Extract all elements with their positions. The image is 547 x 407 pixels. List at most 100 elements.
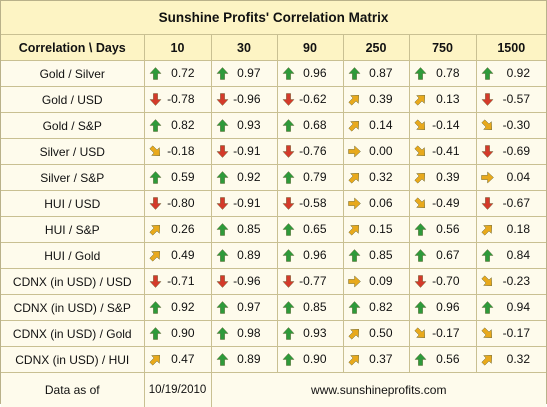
- arrow-down-icon: [216, 93, 229, 106]
- arrow-up-right-icon: [348, 93, 361, 106]
- correlation-cell: 0.98: [211, 321, 277, 347]
- correlation-value: -0.96: [233, 269, 260, 294]
- arrow-up-right-icon: [481, 353, 494, 366]
- arrow-up-icon: [348, 67, 361, 80]
- correlation-value: 0.06: [369, 191, 392, 216]
- arrow-up-icon: [216, 301, 229, 314]
- correlation-value: -0.18: [167, 139, 194, 164]
- correlation-value: 0.00: [369, 139, 392, 164]
- correlation-value: 0.78: [436, 61, 459, 86]
- correlation-value: 0.89: [237, 243, 260, 268]
- arrow-down-icon: [216, 145, 229, 158]
- correlation-cell: 0.68: [277, 113, 343, 139]
- correlation-cell: 0.89: [211, 243, 277, 269]
- website-link[interactable]: www.sunshineprofits.com: [211, 373, 546, 407]
- arrow-right-icon: [348, 145, 361, 158]
- arrow-right-icon: [481, 171, 494, 184]
- arrow-down-right-icon: [481, 327, 494, 340]
- correlation-value: 0.37: [369, 347, 392, 372]
- correlation-cell: 0.39: [343, 87, 409, 113]
- correlation-value: 0.47: [171, 347, 194, 372]
- correlation-cell: 0.90: [277, 347, 343, 373]
- correlation-cell: -0.30: [476, 113, 546, 139]
- arrow-up-icon: [149, 301, 162, 314]
- arrow-up-icon: [481, 67, 494, 80]
- row-label: CDNX (in USD) / S&P: [1, 295, 144, 321]
- arrow-up-icon: [216, 353, 229, 366]
- arrow-up-icon: [282, 67, 295, 80]
- arrow-up-icon: [348, 301, 361, 314]
- arrow-up-right-icon: [348, 223, 361, 236]
- correlation-value: 0.09: [369, 269, 392, 294]
- arrow-up-right-icon: [414, 93, 427, 106]
- correlation-cell: -0.18: [144, 139, 211, 165]
- arrow-up-icon: [282, 327, 295, 340]
- arrow-up-icon: [149, 171, 162, 184]
- arrow-up-right-icon: [149, 249, 162, 262]
- arrow-up-icon: [149, 327, 162, 340]
- arrow-up-icon: [481, 301, 494, 314]
- correlation-value: -0.69: [503, 139, 530, 164]
- correlation-value: 0.50: [369, 321, 392, 346]
- correlation-cell: 0.96: [277, 61, 343, 87]
- correlation-cell: 0.82: [343, 295, 409, 321]
- correlation-cell: -0.69: [476, 139, 546, 165]
- row-label: CDNX (in USD) / USD: [1, 269, 144, 295]
- period-header: 10: [144, 35, 211, 61]
- arrow-up-right-icon: [149, 353, 162, 366]
- correlation-cell: -0.91: [211, 139, 277, 165]
- correlation-cell: -0.96: [211, 269, 277, 295]
- correlation-value: 0.93: [303, 321, 326, 346]
- arrow-down-right-icon: [414, 119, 427, 132]
- correlation-cell: 0.04: [476, 165, 546, 191]
- correlation-cell: 0.13: [409, 87, 476, 113]
- correlation-value: 0.96: [436, 295, 459, 320]
- arrow-up-icon: [414, 249, 427, 262]
- correlation-cell: 0.82: [144, 113, 211, 139]
- arrow-up-right-icon: [348, 353, 361, 366]
- correlation-cell: 0.79: [277, 165, 343, 191]
- correlation-value: 0.32: [507, 347, 530, 372]
- header-label: Correlation \ Days: [1, 35, 144, 61]
- correlation-value: -0.23: [503, 269, 530, 294]
- correlation-value: -0.41: [432, 139, 459, 164]
- correlation-value: 0.82: [369, 295, 392, 320]
- correlation-cell: 0.14: [343, 113, 409, 139]
- correlation-value: 0.85: [303, 295, 326, 320]
- correlation-value: -0.96: [233, 87, 260, 112]
- arrow-down-right-icon: [149, 145, 162, 158]
- correlation-value: -0.76: [299, 139, 326, 164]
- correlation-cell: 0.78: [409, 61, 476, 87]
- arrow-down-icon: [149, 275, 162, 288]
- correlation-cell: 0.93: [277, 321, 343, 347]
- correlation-cell: -0.70: [409, 269, 476, 295]
- data-date: 10/19/2010: [144, 373, 211, 407]
- correlation-cell: -0.91: [211, 191, 277, 217]
- correlation-value: 0.82: [171, 113, 194, 138]
- row-label: CDNX (in USD) / HUI: [1, 347, 144, 373]
- row-label: Gold / Silver: [1, 61, 144, 87]
- correlation-value: 0.39: [436, 165, 459, 190]
- correlation-cell: 0.85: [211, 217, 277, 243]
- arrow-down-icon: [216, 197, 229, 210]
- correlation-cell: 0.96: [277, 243, 343, 269]
- correlation-value: 0.56: [436, 347, 459, 372]
- arrow-up-icon: [216, 249, 229, 262]
- correlation-value: 0.87: [369, 61, 392, 86]
- arrow-down-right-icon: [481, 119, 494, 132]
- correlation-cell: 0.97: [211, 295, 277, 321]
- correlation-value: -0.58: [299, 191, 326, 216]
- correlation-value: 0.26: [171, 217, 194, 242]
- correlation-value: 0.85: [369, 243, 392, 268]
- arrow-right-icon: [348, 197, 361, 210]
- row-label: Silver / S&P: [1, 165, 144, 191]
- correlation-cell: 0.50: [343, 321, 409, 347]
- arrow-up-icon: [282, 119, 295, 132]
